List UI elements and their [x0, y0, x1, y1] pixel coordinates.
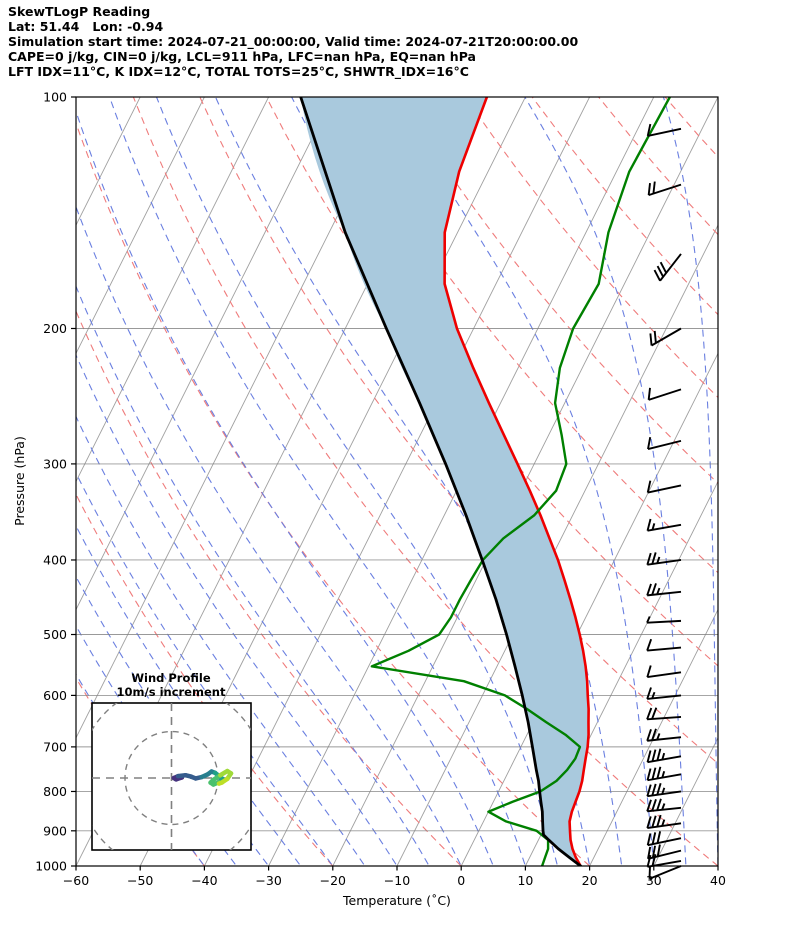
x-tick-label: 40: [710, 873, 726, 888]
header-cape: CAPE=0 j/kg, CIN=0 j/kg, LCL=911 hPa, LF…: [8, 49, 476, 65]
wind-barb: [647, 387, 682, 401]
x-tick-label: 20: [582, 873, 598, 888]
hodograph-trace: [171, 768, 234, 787]
wind-barbs: [646, 123, 682, 880]
wind-barb: [646, 782, 682, 798]
wind-barb: [646, 552, 682, 566]
sounding-curves: [299, 97, 672, 866]
y-tick-label: 500: [43, 627, 67, 642]
pressure-gridlines: [76, 328, 718, 832]
wind-barb: [646, 766, 682, 782]
y-tick-label: 300: [43, 456, 67, 471]
y-tick-label: 800: [43, 784, 67, 799]
wind-barb: [646, 814, 682, 829]
x-tick-label: 30: [646, 873, 662, 888]
background-grid-lines: [76, 97, 718, 866]
x-tick-label: −30: [255, 873, 281, 888]
header-times: Simulation start time: 2024-07-21_00:00:…: [8, 34, 579, 50]
x-tick-label: −50: [127, 873, 153, 888]
x-axis-label: Temperature (˚C): [342, 893, 451, 908]
x-tick-label: −20: [320, 873, 346, 888]
y-tick-label: 1000: [35, 859, 67, 874]
wind-barb: [646, 665, 682, 679]
wind-profile-title-line1: Wind Profile: [131, 671, 211, 685]
wind-barb: [646, 518, 682, 532]
y-tick-label: 700: [43, 739, 67, 754]
y-axis-ticks: 100 200 300 400 500 600 700 800 900 1000: [35, 90, 76, 874]
wind-barb: [648, 865, 682, 880]
wind-barb: [646, 748, 682, 764]
figure-header: SkewTLogP Reading Lat: 51.44 Lon: -0.94 …: [8, 4, 728, 79]
y-axis-label: Pressure (hPa): [12, 436, 27, 526]
wind-barb: [653, 253, 682, 282]
wind-barb: [646, 728, 682, 742]
y-tick-label: 900: [43, 823, 67, 838]
y-tick-label: 400: [43, 552, 67, 567]
header-indices: LFT IDX=11°C, K IDX=12°C, TOTAL TOTS=25°…: [8, 64, 469, 80]
wind-barb: [647, 181, 682, 197]
y-tick-label: 600: [43, 688, 67, 703]
wind-barb: [646, 707, 682, 721]
wind-barb: [647, 844, 682, 860]
header-title: SkewTLogP Reading: [8, 4, 151, 19]
x-tick-label: −60: [63, 873, 89, 888]
x-tick-label: 0: [457, 873, 465, 888]
wind-barb: [646, 798, 682, 813]
wind-barb: [646, 616, 682, 624]
wind-barb: [649, 327, 682, 347]
wind-barb: [647, 437, 682, 451]
header-latlon: Lat: 51.44 Lon: -0.94: [8, 19, 164, 35]
cape-shading: [300, 97, 589, 866]
wind-barb: [646, 638, 682, 652]
wind-barb: [646, 480, 682, 494]
wind-barb: [646, 687, 682, 700]
wind-profile-title-line2: 10m/s increment: [117, 685, 226, 699]
x-axis-ticks: −60 −50 −40 −30 −20 −10 0 10 20 30 40: [63, 866, 726, 888]
y-tick-label: 200: [43, 321, 67, 336]
wind-barb: [646, 123, 682, 137]
x-tick-label: −10: [384, 873, 410, 888]
x-tick-label: 10: [517, 873, 533, 888]
wind-barb: [646, 831, 682, 847]
x-tick-label: −40: [191, 873, 217, 888]
wind-barb: [646, 583, 682, 597]
y-tick-label: 100: [43, 90, 67, 105]
wind-profile-inset: Wind Profile 10m/s increment: [91, 671, 252, 851]
